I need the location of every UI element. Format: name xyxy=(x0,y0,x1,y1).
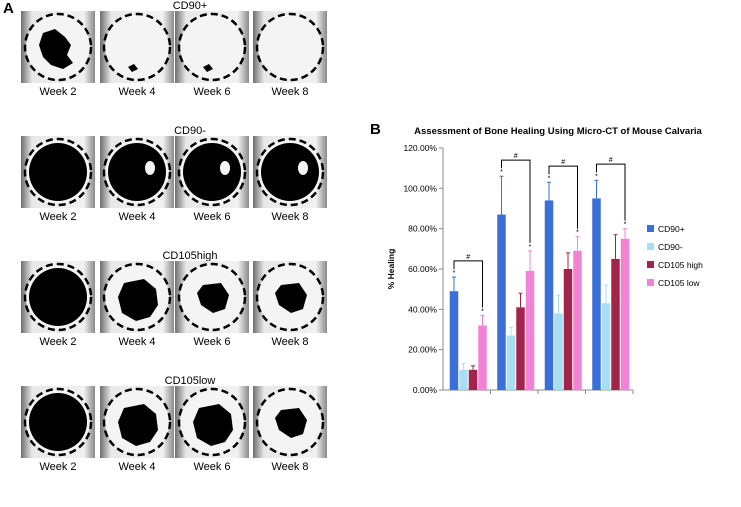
chart-title: Assessment of Bone Healing Using Micro-C… xyxy=(414,126,702,137)
x-tick-label: Week 6 xyxy=(547,396,576,398)
significance-star: * xyxy=(624,222,627,229)
week-label: Week 8 xyxy=(271,211,309,223)
significance-star: * xyxy=(529,244,532,251)
week-label: Week 2 xyxy=(39,86,77,98)
micro-ct-tile xyxy=(253,386,327,458)
micro-ct-tile xyxy=(253,136,327,208)
significance-star: * xyxy=(500,169,503,176)
micro-ct-tile xyxy=(175,261,249,333)
week-label: Week 4 xyxy=(118,211,156,223)
micro-ct-tile xyxy=(21,261,95,333)
bracket-marker: # xyxy=(561,159,565,166)
bar xyxy=(620,238,630,390)
row-title: CD90- xyxy=(174,125,206,137)
week-label: Week 6 xyxy=(193,211,231,223)
bar xyxy=(506,335,516,390)
y-tick-label: 20.00% xyxy=(408,345,437,355)
bracket-marker: # xyxy=(609,157,613,164)
bar xyxy=(478,325,487,390)
micro-ct-tile xyxy=(175,386,249,458)
micro-ct-tile xyxy=(100,136,174,208)
bar xyxy=(592,198,601,390)
micro-ct-tile xyxy=(21,136,95,208)
bar xyxy=(611,258,620,390)
week-label: Week 8 xyxy=(271,461,309,473)
bone-healing-bar-chart: Assessment of Bone Healing Using Micro-C… xyxy=(386,126,703,398)
legend-swatch xyxy=(647,279,654,286)
significance-bracket xyxy=(501,159,531,243)
legend-label: CD105 low xyxy=(658,278,700,288)
micro-ct-tile xyxy=(175,136,249,208)
week-label: Week 6 xyxy=(193,336,231,348)
micro-ct-tile xyxy=(100,11,174,83)
week-label: Week 4 xyxy=(118,336,156,348)
legend-label: CD90+ xyxy=(658,224,685,234)
legend-label: CD90- xyxy=(658,242,683,252)
significance-bracket xyxy=(548,165,578,229)
week-label: Week 6 xyxy=(193,86,231,98)
row-title: CD105high xyxy=(162,250,218,262)
bar xyxy=(516,307,525,390)
x-tick-label: Week 8 xyxy=(595,396,624,398)
bracket-marker: # xyxy=(514,153,518,160)
micro-ct-tile xyxy=(253,261,327,333)
legend-label: CD105 high xyxy=(658,260,703,270)
x-tick-label: Week 2 xyxy=(452,396,481,398)
week-label: Week 2 xyxy=(39,461,77,473)
legend-swatch xyxy=(647,243,654,250)
legend-swatch xyxy=(647,261,654,268)
bracket-marker: # xyxy=(466,254,470,261)
bar xyxy=(554,313,563,390)
row-title: CD90+ xyxy=(172,0,208,12)
y-tick-label: 0.00% xyxy=(413,385,438,395)
x-tick-label: Week 4 xyxy=(500,396,529,398)
row-title: CD105low xyxy=(164,375,216,387)
micro-ct-tile xyxy=(21,386,95,458)
panel-a-letter: A xyxy=(3,0,14,17)
significance-star: * xyxy=(481,308,484,315)
bar xyxy=(468,369,478,390)
bar xyxy=(459,369,468,390)
bar xyxy=(573,250,582,390)
significance-bracket xyxy=(596,163,626,221)
micro-ct-tile xyxy=(253,11,327,83)
micro-ct-tile xyxy=(175,11,249,83)
week-label: Week 2 xyxy=(39,336,77,348)
week-label: Week 4 xyxy=(118,86,156,98)
y-axis-label: % Healing xyxy=(386,249,396,290)
week-label: Week 8 xyxy=(271,86,309,98)
significance-star: * xyxy=(548,175,551,182)
panel-b-letter: B xyxy=(370,121,381,138)
y-tick-label: 100.00% xyxy=(403,183,437,193)
bar xyxy=(563,269,573,390)
y-tick-label: 40.00% xyxy=(408,304,437,314)
y-tick-label: 120.00% xyxy=(403,143,437,153)
micro-ct-tile xyxy=(100,386,174,458)
week-label: Week 4 xyxy=(118,461,156,473)
y-tick-label: 80.00% xyxy=(408,224,437,234)
bar xyxy=(497,214,506,390)
bar xyxy=(544,200,554,390)
week-label: Week 8 xyxy=(271,336,309,348)
legend-swatch xyxy=(647,225,654,232)
bar xyxy=(525,271,535,390)
y-tick-label: 60.00% xyxy=(408,264,437,274)
bar xyxy=(601,303,611,390)
significance-bracket xyxy=(453,260,483,308)
bar xyxy=(449,291,459,390)
significance-star: * xyxy=(453,270,456,277)
micro-ct-tile xyxy=(100,261,174,333)
week-label: Week 2 xyxy=(39,211,77,223)
micro-ct-tile xyxy=(21,11,95,83)
significance-star: * xyxy=(595,173,598,180)
week-label: Week 6 xyxy=(193,461,231,473)
significance-star: * xyxy=(576,230,579,237)
